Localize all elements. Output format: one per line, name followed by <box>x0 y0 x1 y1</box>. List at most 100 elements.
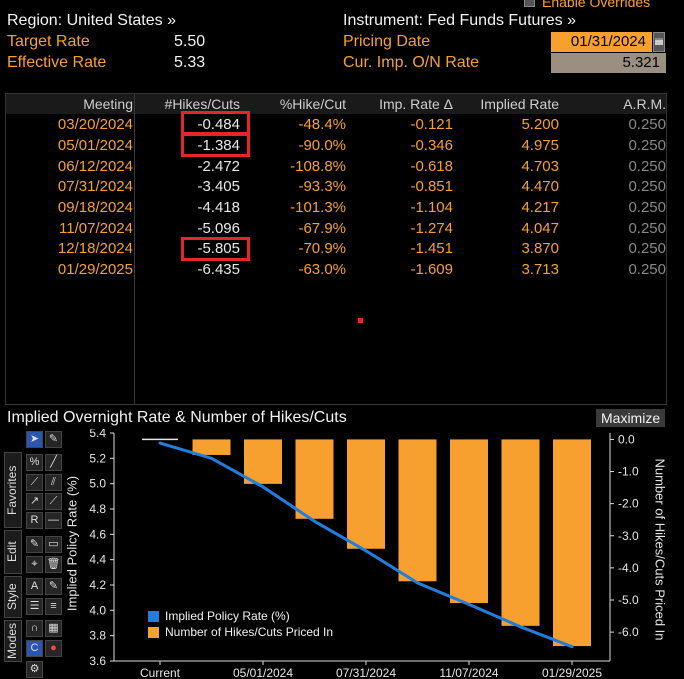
pen-icon[interactable]: ✎ <box>26 536 43 553</box>
channel-icon[interactable]: ⟋ <box>45 493 62 510</box>
settings-list-icon[interactable]: ≡ <box>45 598 62 615</box>
implied-rate-value: 4.975 <box>521 137 559 154</box>
col-arm[interactable]: A.R.M. <box>623 96 666 112</box>
effective-rate-value: 5.33 <box>174 54 206 71</box>
x-tick-label: 01/29/2025 <box>542 666 602 679</box>
bar <box>347 439 385 549</box>
pct-hike-cut-value: -93.3% <box>298 178 346 195</box>
meeting-date: 12/18/2024 <box>57 240 133 257</box>
meeting-date: 01/29/2025 <box>57 261 133 278</box>
legend-swatch-bar <box>148 626 159 638</box>
pricing-date-field[interactable]: 01/31/2024 <box>551 32 652 52</box>
meeting-date: 11/07/2024 <box>59 220 133 237</box>
implied-rate-value: 4.470 <box>521 178 559 195</box>
col-meeting[interactable]: Meeting <box>83 96 133 112</box>
grid-icon[interactable]: ▦ <box>45 620 62 637</box>
y2-axis-title: Number of Hikes/Cuts Priced In <box>652 458 668 641</box>
horizontal-line-icon[interactable]: — <box>45 512 62 529</box>
bar <box>553 439 591 647</box>
y2-tick-label: -5.0 <box>618 593 639 607</box>
maximize-button[interactable]: Maximize <box>596 409 666 427</box>
pencil-icon[interactable]: ✎ <box>45 431 62 448</box>
cursor-icon[interactable]: ➤ <box>26 431 43 448</box>
col-pct-hike-cut[interactable]: %Hike/Cut <box>279 96 346 112</box>
imp-rate-delta-value: -0.618 <box>410 158 453 175</box>
list-icon[interactable]: ☰ <box>26 598 43 615</box>
magnet-icon[interactable]: ∩ <box>26 620 43 637</box>
calendar-icon[interactable] <box>653 32 665 52</box>
column-divider <box>134 94 135 404</box>
arrow-icon[interactable]: ↗ <box>26 493 43 510</box>
gear-icon[interactable]: ⚙ <box>26 661 43 678</box>
tab-style[interactable]: Style <box>4 576 22 618</box>
chart-toolbar: Favorites Edit Style Modes ➤ ✎ % ╱ ⟋ ⫽ ↗… <box>4 430 64 679</box>
implied-rate-value: 4.703 <box>521 158 559 175</box>
col-implied-rate[interactable]: Implied Rate <box>480 96 559 112</box>
imp-rate-delta-value: -1.609 <box>410 261 453 278</box>
crosshair-icon[interactable]: ⌖ <box>26 556 43 573</box>
arm-value: 0.250 <box>628 240 666 257</box>
meeting-table <box>5 93 667 405</box>
chart-svg: 5.4 5.2 5.0 4.8 4.6 4.4 4.2 4.0 3.8 3.6 0.0 -1.0 -2.… <box>89 429 639 679</box>
rate-point <box>519 625 522 629</box>
arm-value: 0.250 <box>628 220 666 237</box>
draw-line-icon[interactable]: ⟋ <box>26 474 43 491</box>
rate-point <box>416 581 419 585</box>
rate-point <box>158 441 162 445</box>
trend-line-icon[interactable]: ╱ <box>45 454 62 471</box>
meeting-date: 09/18/2024 <box>57 199 133 216</box>
imp-rate-delta-value: -0.851 <box>410 178 453 195</box>
cur-imp-rate-label: Cur. Imp. O/N Rate <box>343 54 480 71</box>
bar <box>244 439 282 484</box>
rate-point <box>313 519 316 523</box>
implied-rate-value: 4.047 <box>521 220 559 237</box>
y-tick-label: 4.6 <box>89 527 106 541</box>
chart-title: Implied Overnight Rate & Number of Hikes… <box>7 409 347 426</box>
col-imp-rate-delta[interactable]: Imp. Rate Δ <box>379 96 453 112</box>
eraser-icon[interactable]: ▭ <box>45 536 62 553</box>
color-palette-icon[interactable]: ● <box>45 640 62 657</box>
arm-value: 0.250 <box>628 199 666 216</box>
c-mode-icon[interactable]: C <box>26 640 43 657</box>
imp-rate-delta-value: -0.346 <box>410 137 453 154</box>
text-style-icon[interactable]: A <box>26 578 43 595</box>
line-style-icon[interactable]: ✎ <box>45 578 62 595</box>
implied-rate-value: 4.217 <box>521 199 559 216</box>
trash-icon[interactable]: 🗑 <box>45 556 62 573</box>
bar <box>398 439 437 582</box>
y2-tick-label: -1.0 <box>618 465 639 479</box>
tab-modes[interactable]: Modes <box>4 620 22 662</box>
arm-value: 0.250 <box>628 116 666 133</box>
table-header <box>6 94 666 114</box>
y2-tick-label: -4.0 <box>618 561 639 575</box>
cur-imp-rate-field[interactable]: 5.321 <box>551 53 666 73</box>
target-rate-label: Target Rate <box>7 33 90 50</box>
fib-icon[interactable]: ⫽ <box>45 474 62 491</box>
instrument-selector[interactable]: Instrument: Fed Funds Futures » <box>343 12 576 29</box>
imp-rate-delta-value: -0.121 <box>410 116 453 133</box>
imp-rate-delta-value: -1.274 <box>410 220 453 237</box>
legend-label-rate: Implied Policy Rate (%) <box>165 609 290 623</box>
chart-legend: Implied Policy Rate (%) Number of Hikes/… <box>148 609 333 639</box>
y-tick-label: 4.4 <box>89 553 106 567</box>
hikes-cuts-value: -3.405 <box>197 178 240 195</box>
tab-edit[interactable]: Edit <box>4 530 22 574</box>
percent-icon[interactable]: % <box>26 454 43 471</box>
hikes-cuts-value: -1.384 <box>197 137 240 154</box>
implied-rate-value: 3.870 <box>521 240 559 257</box>
col-hikes-cuts[interactable]: #Hikes/Cuts <box>164 96 240 112</box>
legend-label-hikes: Number of Hikes/Cuts Priced In <box>165 625 334 639</box>
bar <box>450 439 488 604</box>
region-selector[interactable]: Region: United States » <box>7 12 176 29</box>
y2-tick-label: -2.0 <box>618 497 639 511</box>
implied-rate-value: 3.713 <box>521 261 559 278</box>
x-tick-label: 07/31/2024 <box>336 666 396 679</box>
text-tool-icon[interactable]: R <box>26 512 43 529</box>
tab-favorites[interactable]: Favorites <box>4 452 22 528</box>
pct-hike-cut-value: -63.0% <box>298 261 346 278</box>
x-tick-label: 11/07/2024 <box>439 666 498 679</box>
enable-overrides-checkbox[interactable] <box>524 0 535 7</box>
highlight-box <box>181 237 250 261</box>
pct-hike-cut-value: -67.9% <box>298 220 346 237</box>
highlight-box <box>181 133 250 157</box>
